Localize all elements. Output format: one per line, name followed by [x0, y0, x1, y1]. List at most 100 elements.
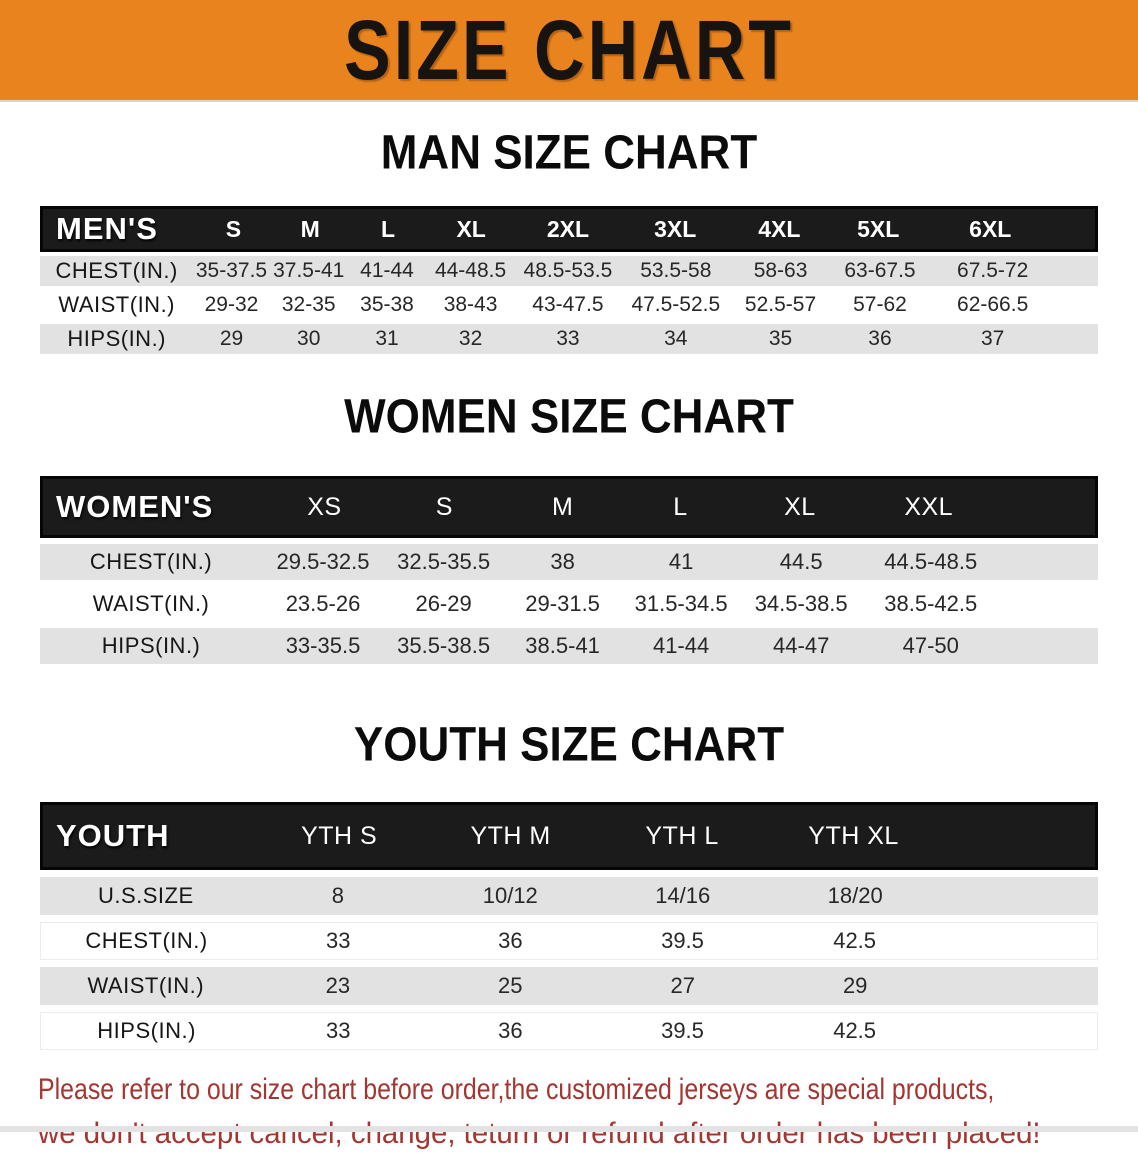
youth-ussize-label: U.S.SIZE — [97, 883, 194, 908]
youth-ussize-value: 8 — [331, 883, 344, 908]
youth-section-heading: YOUTH SIZE CHART — [0, 717, 1138, 780]
banner-title: SIZE CHART — [344, 3, 794, 97]
women-section-heading: WOMEN SIZE CHART — [0, 390, 1138, 452]
men-chest-value: 35-37.5 — [195, 259, 268, 282]
women-col-header: XL — [784, 492, 816, 521]
youth-hips-value: 42.5 — [833, 1018, 877, 1043]
women-chest-value: 44.5 — [779, 549, 823, 574]
youth-ussize-value: 14/16 — [655, 883, 711, 908]
men-hips-value: 31 — [375, 327, 399, 350]
youth-col-header: YTH M — [470, 821, 551, 850]
women-hips-row: HIPS(IN.) 33-35.5 35.5-38.5 38.5-41 41-4… — [40, 628, 1098, 664]
men-waist-value: 38-43 — [443, 293, 498, 316]
men-col-header: 3XL — [654, 215, 697, 242]
men-waist-value: 62-66.5 — [957, 293, 1029, 316]
youth-hips-label: HIPS(IN.) — [97, 1018, 196, 1043]
youth-ussize-row: U.S.SIZE 8 10/12 14/16 18/20 — [40, 877, 1098, 915]
youth-col-header: YTH XL — [808, 821, 899, 850]
men-size-table: MEN'S S M L XL 2XL 3XL 4XL 5XL 6XL CHEST… — [40, 206, 1098, 354]
men-col-header: 4XL — [758, 215, 801, 242]
men-col-header: 2XL — [546, 215, 589, 242]
youth-col-header: YTH S — [301, 821, 378, 850]
men-waist-value: 57-62 — [853, 293, 907, 316]
youth-ussize-value: 10/12 — [482, 883, 538, 908]
youth-waist-value: 27 — [670, 973, 695, 998]
women-hips-value: 38.5-41 — [525, 633, 600, 658]
men-waist-value: 43-47.5 — [532, 293, 604, 316]
women-waist-value: 31.5-34.5 — [634, 591, 728, 616]
youth-chest-value: 33 — [326, 928, 351, 953]
men-chest-value: 53.5-58 — [640, 259, 712, 282]
youth-chest-value: 42.5 — [833, 928, 877, 953]
youth-hips-value: 33 — [326, 1018, 351, 1043]
women-waist-label: WAIST(IN.) — [92, 591, 210, 616]
youth-ussize-value: 18/20 — [827, 883, 883, 908]
women-hips-label: HIPS(IN.) — [101, 633, 201, 658]
men-col-header: L — [381, 215, 396, 242]
men-section-heading: MAN SIZE CHART — [0, 126, 1138, 188]
women-waist-value: 34.5-38.5 — [754, 591, 848, 616]
youth-waist-label: WAIST(IN.) — [87, 973, 205, 998]
youth-table-header-row: YOUTH YTH S YTH M YTH L YTH XL — [40, 802, 1098, 870]
men-table-header-row: MEN'S S M L XL 2XL 3XL 4XL 5XL 6XL — [40, 206, 1098, 252]
men-col-header: 5XL — [857, 215, 900, 242]
youth-waist-value: 25 — [498, 973, 523, 998]
youth-chest-row: CHEST(IN.) 33 36 39.5 42.5 — [40, 922, 1098, 960]
men-chest-value: 67.5-72 — [957, 259, 1029, 282]
men-hips-value: 29 — [219, 327, 244, 350]
men-chest-value: 63-67.5 — [844, 259, 916, 282]
disclaimer-text: Please refer to our size chart before or… — [38, 1068, 1138, 1156]
women-col-header: S — [435, 492, 453, 521]
men-chest-value: 48.5-53.5 — [523, 259, 613, 282]
women-hips-value: 33-35.5 — [285, 633, 361, 658]
women-hips-value: 47-50 — [902, 633, 959, 658]
men-col-header: M — [300, 215, 320, 242]
women-waist-value: 23.5-26 — [285, 591, 361, 616]
men-col-header: XL — [456, 215, 486, 242]
women-waist-row: WAIST(IN.) 23.5-26 26-29 29-31.5 31.5-34… — [40, 586, 1098, 622]
men-chest-label: CHEST(IN.) — [55, 258, 178, 283]
men-waist-value: 47.5-52.5 — [631, 293, 721, 316]
men-chest-row: CHEST(IN.) 35-37.5 37.5-41 41-44 44-48.5… — [40, 256, 1098, 286]
women-waist-value: 38.5-42.5 — [884, 591, 978, 616]
men-hips-value: 32 — [458, 327, 483, 350]
youth-hips-value: 39.5 — [661, 1018, 704, 1043]
men-waist-value: 35-38 — [360, 293, 414, 316]
youth-chest-value: 36 — [498, 928, 523, 953]
men-col-header: S — [225, 215, 242, 242]
youth-col-header: YTH L — [645, 821, 719, 850]
youth-heading-text: YOUTH SIZE CHART — [353, 717, 785, 772]
men-waist-value: 52.5-57 — [744, 293, 817, 316]
men-waist-value: 32-35 — [281, 293, 336, 316]
youth-hips-row: HIPS(IN.) 33 36 39.5 42.5 — [40, 1012, 1098, 1050]
men-col-header: 6XL — [969, 215, 1012, 242]
men-chest-value: 58-63 — [753, 259, 808, 282]
women-waist-value: 26-29 — [415, 591, 472, 616]
youth-table-corner-label: YOUTH — [56, 818, 170, 853]
youth-chest-value: 39.5 — [661, 928, 704, 953]
men-hips-value: 34 — [664, 327, 688, 350]
women-col-header: L — [673, 492, 688, 521]
disclaimer-line-1: Please refer to our size chart before or… — [38, 1073, 995, 1106]
women-col-header: XS — [307, 492, 342, 521]
size-chart-banner: SIZE CHART — [0, 0, 1138, 102]
men-waist-value: 29-32 — [204, 293, 259, 316]
men-chest-value: 44-48.5 — [434, 259, 507, 282]
women-table-corner-label: WOMEN'S — [56, 489, 214, 524]
youth-chest-label: CHEST(IN.) — [85, 928, 208, 953]
youth-size-table: YOUTH YTH S YTH M YTH L YTH XL U.S.SIZE … — [40, 802, 1098, 1050]
men-hips-value: 30 — [297, 327, 321, 350]
women-chest-row: CHEST(IN.) 29.5-32.5 32.5-35.5 38 41 44.… — [40, 544, 1098, 580]
disclaimer-line-2: we don't accept cancel, change, teturn o… — [38, 1117, 1041, 1150]
men-hips-value: 35 — [768, 327, 793, 350]
men-hips-value: 37 — [980, 327, 1005, 350]
men-hips-value: 36 — [868, 327, 892, 350]
women-hips-value: 41-44 — [652, 633, 710, 658]
women-chest-value: 38 — [550, 549, 575, 574]
youth-waist-value: 23 — [325, 973, 351, 998]
men-hips-value: 33 — [556, 327, 580, 350]
youth-waist-value: 29 — [842, 973, 868, 998]
women-size-table: WOMEN'S XS S M L XL XXL CHEST(IN.) 29.5-… — [40, 476, 1098, 664]
men-waist-row: WAIST(IN.) 29-32 32-35 35-38 38-43 43-47… — [40, 290, 1098, 320]
women-hips-value: 44-47 — [773, 633, 830, 658]
